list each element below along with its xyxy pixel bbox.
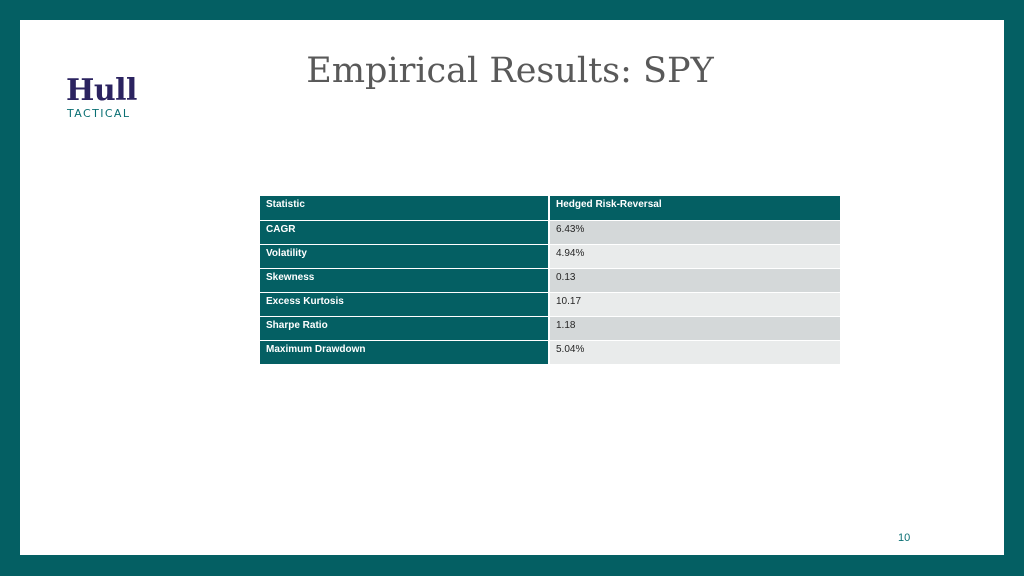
table-row: Sharpe Ratio 1.18 bbox=[260, 316, 840, 341]
stat-value-cell: 1.18 bbox=[549, 316, 840, 341]
logo-wordmark: Hull bbox=[66, 73, 137, 108]
table-row: Maximum Drawdown 5.04% bbox=[260, 340, 840, 365]
logo-subtitle: TACTICAL bbox=[67, 107, 131, 120]
stat-value-cell: 10.17 bbox=[549, 292, 840, 317]
stat-value-cell: 0.13 bbox=[549, 268, 840, 293]
header-hedged-risk-reversal: Hedged Risk-Reversal bbox=[549, 196, 840, 221]
statistics-table: Statistic Hedged Risk-Reversal CAGR 6.43… bbox=[260, 196, 840, 365]
header-statistic: Statistic bbox=[260, 196, 550, 221]
stat-value-cell: 6.43% bbox=[549, 220, 840, 245]
table-row: Skewness 0.13 bbox=[260, 268, 840, 293]
stat-name-cell: Volatility bbox=[260, 244, 550, 269]
stat-name-cell: Maximum Drawdown bbox=[260, 340, 550, 365]
stat-value-cell: 5.04% bbox=[549, 340, 840, 365]
stat-name-cell: Sharpe Ratio bbox=[260, 316, 550, 341]
page-number: 10 bbox=[898, 532, 911, 544]
table-row: Volatility 4.94% bbox=[260, 244, 840, 269]
stat-name-cell: Excess Kurtosis bbox=[260, 292, 550, 317]
table-header-row: Statistic Hedged Risk-Reversal bbox=[260, 196, 840, 221]
page-title: Empirical Results: SPY bbox=[306, 51, 714, 91]
hull-tactical-logo: Hull TACTICAL bbox=[64, 74, 144, 124]
stat-name-cell: Skewness bbox=[260, 268, 550, 293]
table-row: Excess Kurtosis 10.17 bbox=[260, 292, 840, 317]
table-row: CAGR 6.43% bbox=[260, 220, 840, 245]
stat-name-cell: CAGR bbox=[260, 220, 550, 245]
slide: Hull TACTICAL Empirical Results: SPY Sta… bbox=[20, 20, 1004, 555]
stat-value-cell: 4.94% bbox=[549, 244, 840, 269]
